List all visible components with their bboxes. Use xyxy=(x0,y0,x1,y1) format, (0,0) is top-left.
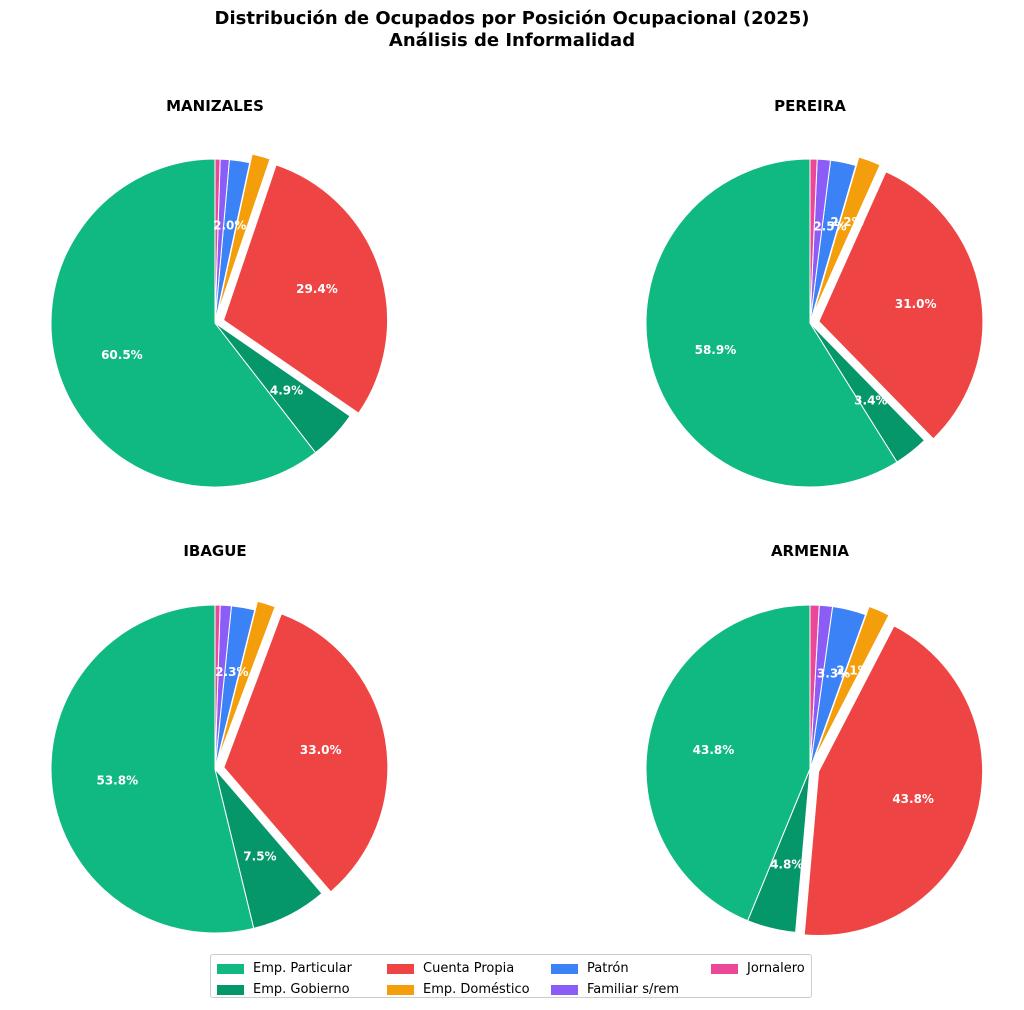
pie-title: IBAGUE xyxy=(183,542,246,560)
legend-label: Patrón xyxy=(587,961,629,976)
legend-swatch xyxy=(217,963,244,974)
pie-slice-cuenta-propia xyxy=(222,164,388,414)
legend-item: Emp. Particular xyxy=(217,958,387,979)
pie-percent-label: 7.5% xyxy=(243,850,276,864)
legend-label: Emp. Particular xyxy=(253,961,352,976)
pie-slice-jornalero xyxy=(809,604,820,770)
legend-swatch xyxy=(217,984,244,995)
legend-item: Cuenta Propia xyxy=(387,958,551,979)
legend-label: Jornalero xyxy=(747,961,805,976)
pie-slice-emp-dom-stico xyxy=(216,153,271,315)
legend-item: Emp. Gobierno xyxy=(217,979,387,1000)
pie-percent-label: 4.9% xyxy=(270,384,303,398)
chart-title: Distribución de Ocupados por Posición Oc… xyxy=(0,8,1024,52)
pie-slice-emp-gobierno xyxy=(809,322,926,463)
legend-swatch xyxy=(551,984,578,995)
pie-chart-manizales: 60.5% 4.9% 29.4% 2.0% MANIZALES xyxy=(50,97,388,488)
legend-swatch xyxy=(711,963,738,974)
pie-percent-label: 3.4% xyxy=(854,393,887,407)
pie-slice-cuenta-propia xyxy=(223,613,389,893)
pie-percent-label: 43.8% xyxy=(693,743,735,757)
pie-slice-jornalero xyxy=(214,604,221,770)
pie-slice-jornalero xyxy=(809,158,818,324)
pie-percent-label: 58.9% xyxy=(695,343,737,357)
pie-slice-emp-particular xyxy=(50,604,255,934)
pie-slice-emp-gobierno xyxy=(214,322,351,454)
legend-label: Emp. Gobierno xyxy=(253,982,350,997)
pie-title: ARMENIA xyxy=(771,542,849,560)
pie-percent-label: 3.3% xyxy=(817,666,850,680)
pie-percent-label: 2.3% xyxy=(215,665,248,679)
pie-chart-pereira: 58.9% 3.4% 31.0% 2.2%2.5% PEREIRA xyxy=(645,97,984,488)
legend-swatch xyxy=(387,963,414,974)
pie-slice-emp-gobierno xyxy=(747,768,811,933)
legend-item: Emp. Doméstico xyxy=(387,979,551,1000)
legend-swatch xyxy=(387,984,414,995)
pie-chart-armenia: 43.8% 4.8% 43.8% 2.1%3.3% ARMENIA xyxy=(645,542,984,936)
pie-percent-label: 43.8% xyxy=(892,792,934,806)
pie-slice-emp-dom-stico xyxy=(812,156,881,315)
legend-item: Patrón xyxy=(551,958,711,979)
pie-percent-label: 60.5% xyxy=(101,348,143,362)
legend-item: Familiar s/rem xyxy=(551,979,711,1000)
legend-label: Emp. Doméstico xyxy=(423,982,530,997)
pie-chart-ibague: 53.8% 7.5% 33.0% 2.3% IBAGUE xyxy=(50,542,389,934)
pie-percent-label: 53.8% xyxy=(96,774,138,788)
chart-title-line1: Distribución de Ocupados por Posición Oc… xyxy=(214,8,810,29)
pie-slice-emp-gobierno xyxy=(214,768,323,929)
pie-percent-label: 2.0% xyxy=(213,219,246,233)
pie-slice-emp-dom-stico xyxy=(217,600,276,761)
legend-label: Cuenta Propia xyxy=(423,961,515,976)
legend: Emp. Particular Cuenta Propia Patrón Jor… xyxy=(210,954,812,998)
legend-swatch xyxy=(551,963,578,974)
pie-percent-label: 4.8% xyxy=(770,858,803,872)
pie-title: PEREIRA xyxy=(774,97,846,115)
pie-percent-label: 2.2% xyxy=(830,215,863,229)
legend-label: Familiar s/rem xyxy=(587,982,680,997)
pie-percent-label: 33.0% xyxy=(300,743,342,757)
pie-percent-label: 29.4% xyxy=(296,282,338,296)
pie-slice-cuenta-propia xyxy=(803,625,984,936)
pie-slice-emp-particular xyxy=(50,158,317,488)
pie-percent-label: 2.1% xyxy=(836,664,869,678)
pie-slice-emp-particular xyxy=(645,604,811,922)
pie-slice-emp-dom-stico xyxy=(813,605,890,761)
pie-slice-cuenta-propia xyxy=(818,171,984,440)
chart-title-line2: Análisis de Informalidad xyxy=(388,30,636,51)
pie-slice-emp-particular xyxy=(645,158,898,488)
legend-item: Jornalero xyxy=(711,958,811,979)
pie-slice-jornalero xyxy=(214,158,221,324)
pie-percent-label: 2.5% xyxy=(813,220,846,234)
pie-title: MANIZALES xyxy=(166,97,264,115)
pie-percent-label: 31.0% xyxy=(895,297,937,311)
